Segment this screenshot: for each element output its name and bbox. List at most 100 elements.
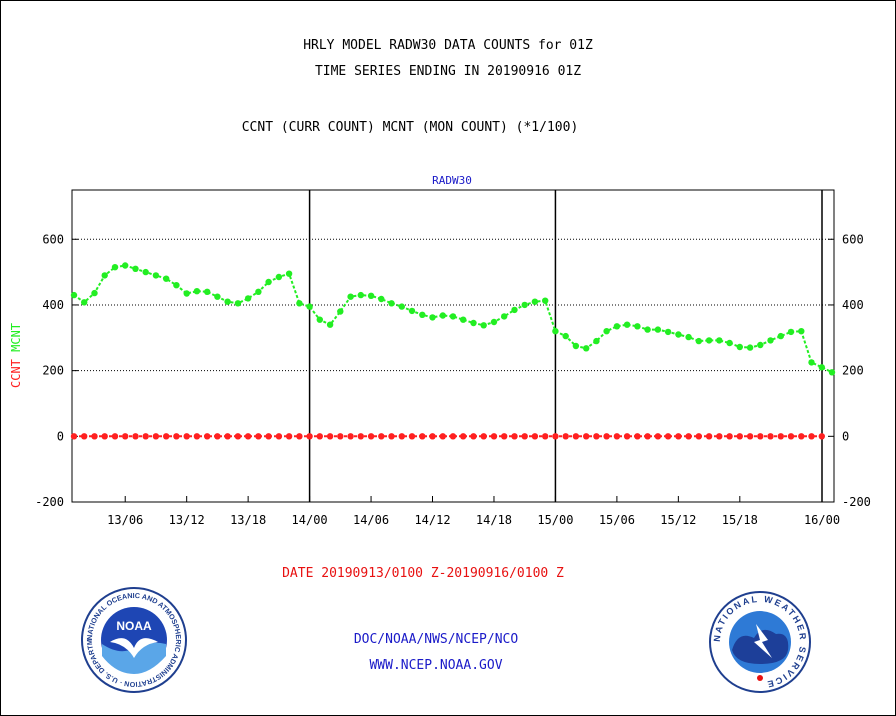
ccnt-data-point — [275, 433, 283, 440]
y-axis-label: CCNT MCNT — [9, 323, 23, 388]
ccnt-data-point — [265, 433, 272, 440]
ccnt-data-point — [337, 433, 344, 440]
mcnt-data-point — [265, 278, 272, 286]
mcnt-data-point — [705, 337, 713, 344]
mcnt-data-point — [716, 337, 723, 344]
mcnt-data-point — [163, 275, 170, 282]
mcnt-data-point — [675, 331, 682, 338]
ccnt-data-point — [367, 433, 375, 440]
nws-star-icon — [757, 675, 763, 681]
noaa-logo: NATIONAL OCEANIC AND ATMOSPHERIC ADMINIS… — [80, 586, 187, 693]
ccnt-data-point — [767, 433, 774, 440]
ccnt-data-point — [224, 433, 231, 440]
ccnt-data-point — [122, 433, 129, 440]
ccnt-data-point — [572, 433, 580, 440]
mcnt-data-point — [111, 264, 119, 271]
noaa-logo-text: NOAA — [116, 619, 152, 633]
mcnt-data-point — [439, 312, 446, 319]
mcnt-data-point — [224, 298, 231, 305]
x-tick-label: 15/18 — [722, 513, 758, 527]
nws-logo: NATIONAL WEATHER SERVICE — [709, 591, 811, 693]
mcnt-data-point — [122, 262, 129, 269]
mcnt-data-point — [408, 307, 416, 315]
ccnt-data-point — [818, 433, 825, 440]
mcnt-data-point — [808, 359, 815, 366]
mcnt-data-point — [347, 293, 354, 300]
x-tick-label: 13/18 — [230, 513, 266, 527]
mcnt-data-point — [91, 289, 98, 297]
website-link[interactable]: WWW.NCEP.NOAA.GOV — [369, 658, 503, 673]
y-tick-label-right: -200 — [842, 495, 871, 509]
mcnt-data-point — [695, 337, 702, 345]
ccnt-data-point — [449, 433, 457, 440]
ccnt-data-point — [552, 433, 559, 440]
mcnt-data-point — [234, 300, 242, 307]
mcnt-data-point — [419, 311, 426, 318]
ccnt-data-point — [101, 433, 108, 440]
mcnt-data-point — [572, 342, 580, 350]
mcnt-data-point — [654, 326, 662, 333]
mcnt-series-line — [73, 264, 833, 374]
mcnt-data-point — [378, 295, 385, 303]
ccnt-data-point — [296, 433, 303, 440]
ccnt-data-point — [685, 433, 692, 440]
plot-frame — [71, 189, 835, 503]
ccnt-data-point — [787, 433, 795, 440]
mcnt-data-point — [142, 268, 149, 276]
ccnt-data-point — [746, 433, 754, 440]
x-tick-label: 13/06 — [107, 513, 143, 527]
chart-title-line-1: HRLY MODEL RADW30 DATA COUNTS for 01Z — [303, 38, 593, 53]
agency-label: DOC/NOAA/NWS/NCEP/NCO — [353, 632, 519, 647]
ccnt-data-point — [726, 433, 733, 440]
mcnt-data-point — [511, 306, 518, 314]
mcnt-data-point — [152, 272, 160, 279]
mcnt-data-point — [593, 337, 600, 345]
mcnt-data-point — [664, 328, 672, 336]
ccnt-data-point — [777, 433, 784, 440]
y-tick-label-left: 0 — [57, 429, 64, 443]
ccnt-data-point — [81, 433, 88, 440]
ccnt-data-point — [644, 433, 651, 440]
ccnt-data-point — [623, 433, 631, 440]
y-axis-label-part: CCNT — [9, 359, 23, 388]
y-tick-label-right: 400 — [842, 298, 864, 312]
mcnt-data-point — [357, 291, 364, 299]
mcnt-data-point — [767, 337, 774, 344]
y-tick-label-left: 600 — [42, 232, 64, 246]
mcnt-data-point — [501, 313, 508, 320]
mcnt-data-point — [398, 303, 405, 310]
mcnt-data-point — [316, 316, 323, 323]
ccnt-data-point — [70, 433, 78, 440]
ccnt-data-point — [695, 433, 702, 440]
ccnt-data-point — [490, 433, 498, 440]
ccnt-data-point — [193, 433, 201, 440]
mcnt-data-point — [562, 332, 569, 340]
ccnt-data-point — [531, 433, 539, 440]
ccnt-data-point — [664, 433, 672, 440]
mcnt-data-point — [777, 332, 784, 340]
y-tick-label-left: -200 — [35, 495, 64, 509]
mcnt-data-point — [173, 282, 180, 289]
ccnt-data-point — [111, 433, 119, 440]
mcnt-data-point — [787, 328, 795, 336]
ccnt-data-point — [326, 433, 334, 440]
ccnt-data-point — [306, 433, 313, 440]
ccnt-data-point — [439, 433, 446, 440]
ccnt-data-point — [603, 433, 610, 440]
ccnt-data-point — [705, 433, 713, 440]
ccnt-data-point — [419, 433, 426, 440]
mcnt-data-point — [193, 288, 201, 295]
x-tick-label: 15/06 — [599, 513, 635, 527]
mcnt-data-point — [244, 295, 252, 302]
ccnt-data-point — [460, 433, 467, 440]
mcnt-data-point — [460, 316, 467, 323]
ccnt-data-point — [757, 433, 764, 440]
ccnt-data-point — [634, 433, 641, 440]
ccnt-data-point — [163, 433, 170, 440]
mcnt-data-point — [429, 314, 436, 321]
mcnt-data-point — [552, 328, 559, 335]
mcnt-data-point — [623, 321, 631, 328]
x-tick-label: 14/06 — [353, 513, 389, 527]
mcnt-data-point — [531, 298, 539, 305]
